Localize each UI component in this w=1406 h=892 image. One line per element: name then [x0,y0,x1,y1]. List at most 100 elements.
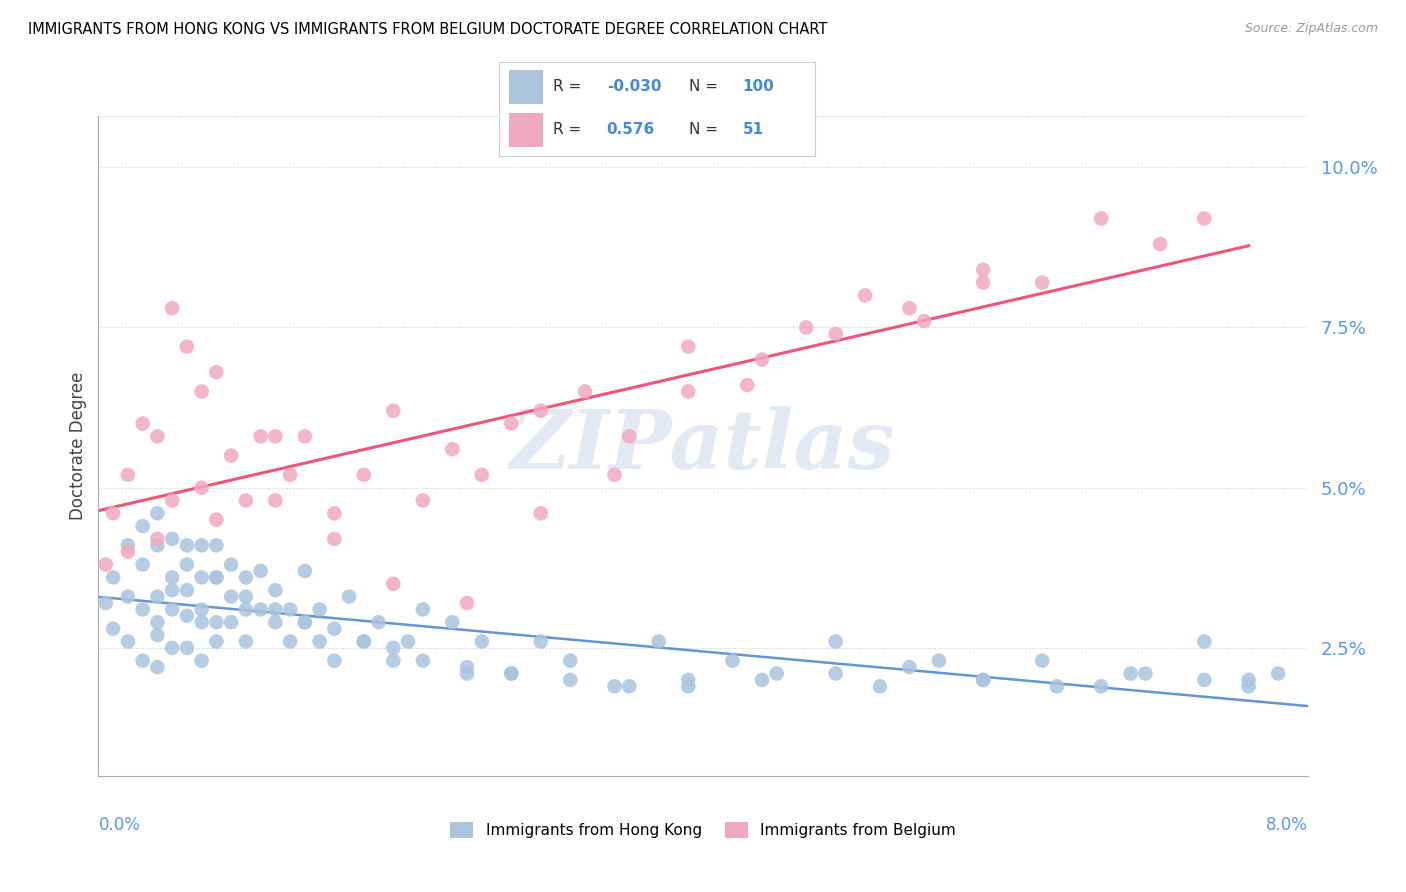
Point [619,679,641,693]
Point [160,583,183,598]
Point [1194,211,1216,226]
Point [1119,666,1142,681]
Point [619,429,641,443]
Point [721,654,744,668]
Point [131,558,153,572]
Point [603,679,626,693]
Point [278,467,301,482]
Point [382,640,405,655]
Point [648,634,671,648]
Point [751,673,773,687]
Text: 100: 100 [742,79,775,95]
Point [574,384,596,399]
Point [294,615,316,630]
Point [456,660,478,674]
Point [117,545,139,559]
Point [190,538,212,552]
Point [205,513,228,527]
Point [501,666,523,681]
Point [160,640,183,655]
Point [396,634,419,648]
Point [751,352,773,367]
Point [382,576,405,591]
Point [972,673,994,687]
Point [456,666,478,681]
Point [308,634,330,648]
Point [235,602,257,616]
Point [412,654,434,668]
Point [278,602,301,616]
Point [824,634,846,648]
Point [235,493,257,508]
Point [824,666,846,681]
Point [205,570,228,584]
Point [323,506,346,520]
Point [678,384,700,399]
Point [972,673,994,687]
Point [146,628,169,642]
Point [160,570,183,584]
Point [205,615,228,630]
Point [219,615,242,630]
Point [323,654,346,668]
Point [117,634,139,648]
Point [219,558,242,572]
Point [264,493,287,508]
Point [176,608,198,623]
Point [1194,673,1216,687]
Point [176,538,198,552]
Text: N =: N = [689,79,723,95]
Point [101,506,124,520]
Legend: Immigrants from Hong Kong, Immigrants from Belgium: Immigrants from Hong Kong, Immigrants fr… [444,816,962,845]
Point [353,634,375,648]
Text: Source: ZipAtlas.com: Source: ZipAtlas.com [1244,22,1378,36]
Point [146,532,169,546]
Point [117,590,139,604]
Point [869,679,891,693]
Point [205,634,228,648]
Point [176,640,198,655]
Point [94,596,117,610]
Point [765,666,787,681]
Point [117,467,139,482]
Point [1135,666,1157,681]
Point [294,564,316,578]
Point [160,301,183,316]
Point [323,532,346,546]
Point [530,506,553,520]
Point [205,538,228,552]
Point [412,602,434,616]
Point [353,467,375,482]
Point [146,615,169,630]
Point [294,615,316,630]
Point [146,538,169,552]
Point [278,634,301,648]
Point [1149,237,1171,252]
Point [972,276,994,290]
Point [264,602,287,616]
Point [456,596,478,610]
Point [678,679,700,693]
Text: N =: N = [689,122,723,137]
Point [353,634,375,648]
Text: R =: R = [553,79,586,95]
Point [146,590,169,604]
Point [471,634,494,648]
Point [190,602,212,616]
Point [824,326,846,341]
Point [1267,666,1289,681]
Point [323,622,346,636]
Point [235,634,257,648]
Point [1046,679,1069,693]
Point [530,403,553,417]
Point [146,506,169,520]
Point [101,622,124,636]
Point [160,602,183,616]
Point [603,467,626,482]
Text: R =: R = [553,122,591,137]
Point [294,429,316,443]
Point [1237,679,1260,693]
Point [928,654,950,668]
Point [530,634,553,648]
Point [337,590,360,604]
